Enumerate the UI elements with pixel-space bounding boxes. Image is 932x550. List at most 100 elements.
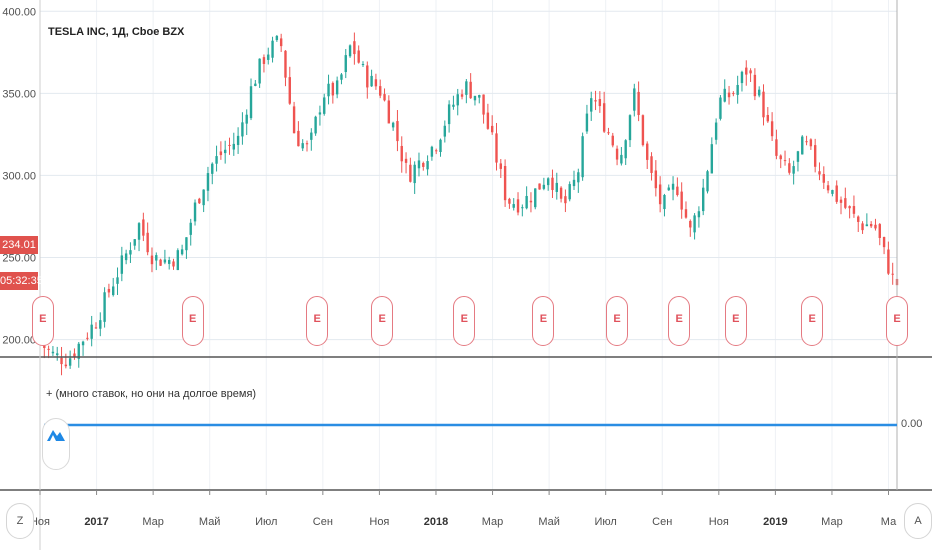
candle-body [564,196,567,204]
candle-body [710,144,714,174]
candle-body [180,249,184,255]
earnings-marker[interactable]: E [453,296,476,346]
candle-body [86,337,89,339]
candle-body [857,216,860,222]
candle-body [77,343,80,359]
candle-body [159,259,162,266]
candle-body [379,86,382,96]
candle-body [323,97,326,114]
candle-body [805,141,808,143]
candle-body [383,94,386,101]
candle-body [271,40,274,58]
candle-body [633,88,636,111]
candle-body [813,145,817,167]
candle-body [284,50,287,78]
earnings-marker-label: E [675,313,683,325]
candle-body [706,171,709,192]
candle-body [73,353,76,358]
earnings-marker[interactable]: E [801,296,824,346]
candle-body [452,104,455,107]
candle-body [232,143,235,150]
y-axis-tick-label: 350.00 [2,88,36,100]
candle-body [689,220,692,228]
candle-body [348,45,352,57]
candle-body [223,149,227,154]
candle-body [439,139,442,153]
candle-body [150,255,154,265]
candle-body [374,79,378,87]
earnings-marker[interactable]: E [668,296,691,346]
candle-body [641,115,645,146]
earnings-marker[interactable]: E [181,296,204,346]
x-axis-tick-label: Ноя [709,516,729,528]
candle-body [525,195,528,209]
earnings-marker-label: E [808,313,816,325]
candle-body [361,64,365,66]
earnings-marker-label: E [189,313,197,325]
x-axis-tick-label: Сен [652,516,672,528]
candle-body [714,122,718,140]
candle-body [413,164,416,184]
y-axis-tick-label: 300.00 [2,170,36,182]
x-axis-tick-label: 2019 [763,516,787,528]
candle-body [99,320,102,329]
candle-body [654,170,658,189]
candle-body [206,173,210,191]
candle-body [796,151,800,162]
candle-body [697,211,701,218]
candle-body [844,198,847,208]
candle-body [142,219,145,236]
candle-body [310,132,313,140]
auto-scale-button[interactable]: A [904,503,932,539]
candle-body [267,54,270,60]
candle-body [869,224,873,227]
candle-body [447,104,451,125]
indicator-logo-button[interactable] [42,418,70,470]
candle-body [783,160,787,162]
earnings-marker[interactable]: E [724,296,747,346]
candle-body [124,253,128,261]
candle-body [327,83,330,97]
earnings-marker[interactable]: E [532,296,555,346]
x-axis-tick-label: Май [199,516,221,528]
candle-body [335,80,339,95]
candle-body [684,209,688,218]
candle-body [404,158,408,163]
candle-body [779,155,782,160]
earnings-marker[interactable]: E [605,296,628,346]
candle-body [658,184,662,205]
candle-body [391,122,395,128]
candle-body [107,288,111,293]
earnings-marker-label: E [313,313,321,325]
candle-body [546,178,550,186]
candle-body [809,139,813,147]
earnings-marker[interactable]: E [306,296,329,346]
x-axis-tick-label: Ноя [369,516,389,528]
bar-countdown-badge: 05:32:35 [0,272,43,290]
candle-body [340,74,343,80]
candle-body [667,187,670,191]
earnings-marker[interactable]: E [886,296,908,346]
candle-body [611,135,614,146]
candle-body [792,166,795,174]
zoom-button[interactable]: Z [6,503,34,539]
candle-body [409,164,412,182]
earnings-marker[interactable]: E [371,296,394,346]
candle-body [568,184,571,200]
candle-body [275,35,279,41]
earnings-marker-label: E [460,313,468,325]
candle-body [56,353,59,356]
candle-body [572,179,576,187]
candle-body [637,91,640,116]
earnings-marker[interactable]: E [31,296,54,346]
candle-body [512,204,515,208]
candle-body [288,77,291,104]
candle-body [279,38,283,47]
candle-body [693,215,696,233]
last-price-badge: 234.01 [0,236,38,254]
candle-body [770,121,774,137]
candle-body [762,91,765,118]
candle-body [624,140,627,159]
candle-body [64,364,68,367]
